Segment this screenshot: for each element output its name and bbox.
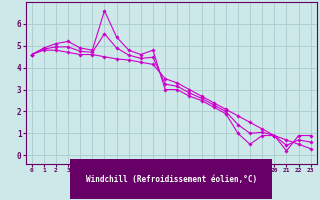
- X-axis label: Windchill (Refroidissement éolien,°C): Windchill (Refroidissement éolien,°C): [86, 175, 257, 184]
